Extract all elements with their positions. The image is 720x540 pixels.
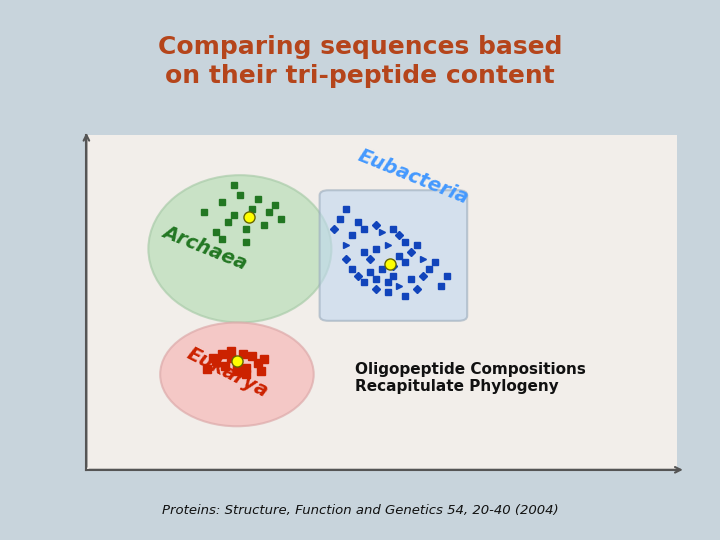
FancyBboxPatch shape	[320, 190, 467, 321]
Text: Archaea: Archaea	[160, 222, 251, 273]
Ellipse shape	[148, 175, 331, 322]
Text: Oligopeptide Compositions
Recapitulate Phylogeny: Oligopeptide Compositions Recapitulate P…	[355, 362, 586, 394]
Text: Proteins: Structure, Function and Genetics 54, 20-40 (2004): Proteins: Structure, Function and Geneti…	[162, 504, 558, 517]
Text: Eukarya: Eukarya	[184, 345, 271, 402]
Ellipse shape	[160, 322, 314, 426]
Text: Eubacteria: Eubacteria	[355, 146, 472, 208]
Text: Comparing sequences based
on their tri-peptide content: Comparing sequences based on their tri-p…	[158, 35, 562, 88]
